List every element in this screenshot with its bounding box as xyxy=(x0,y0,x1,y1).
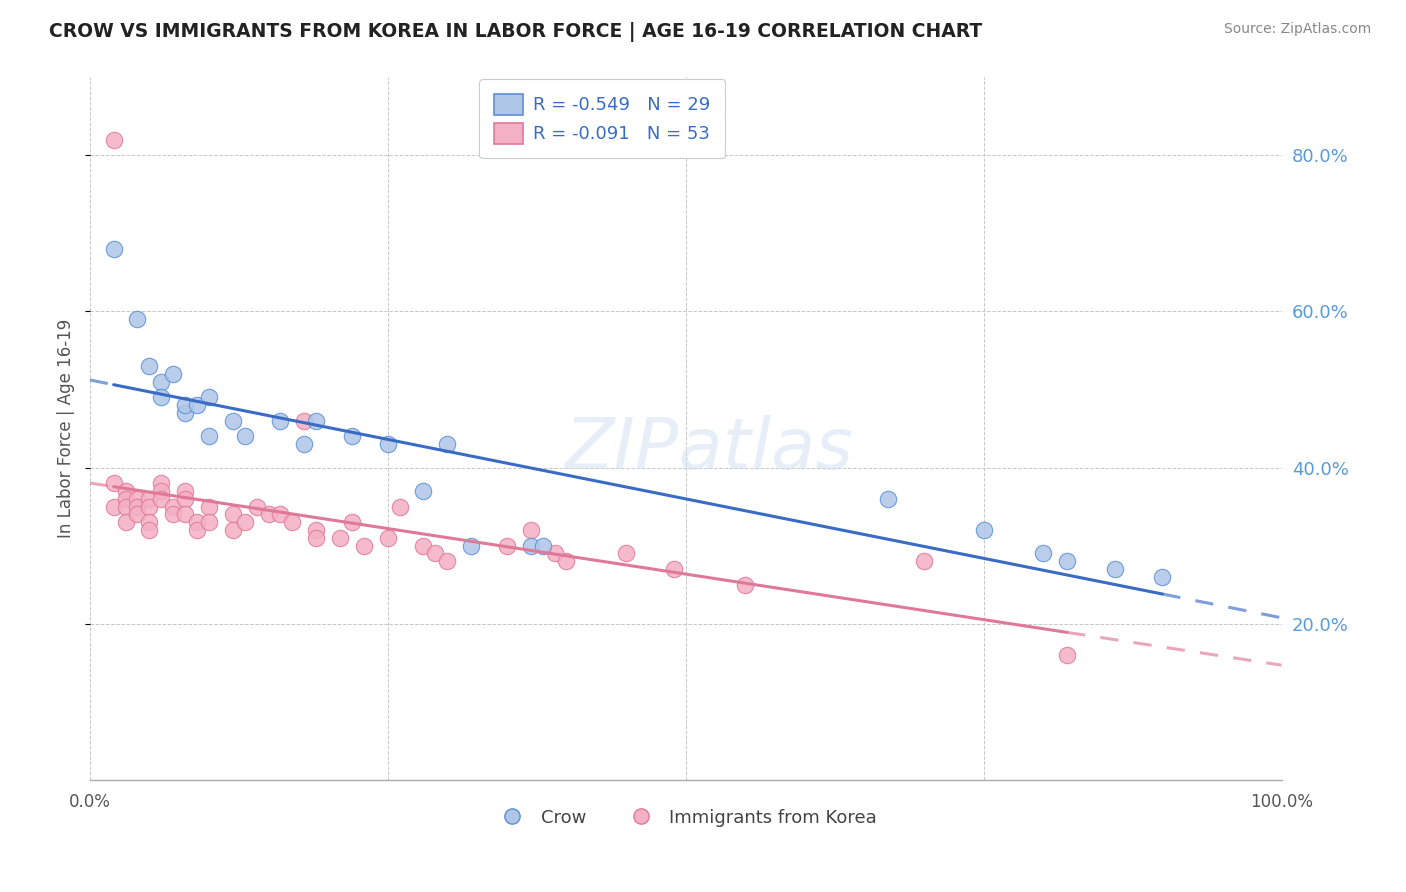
Point xyxy=(388,500,411,514)
Point xyxy=(1056,554,1078,568)
Point xyxy=(127,508,149,522)
Point xyxy=(174,398,197,412)
Point xyxy=(281,515,304,529)
Point xyxy=(269,508,291,522)
Point xyxy=(138,500,160,514)
Point xyxy=(103,476,125,491)
Point xyxy=(162,500,184,514)
Point xyxy=(103,500,125,514)
Point xyxy=(436,554,458,568)
Point xyxy=(198,515,221,529)
Point xyxy=(127,491,149,506)
Point xyxy=(174,508,197,522)
Point xyxy=(1032,546,1054,560)
Y-axis label: In Labor Force | Age 16-19: In Labor Force | Age 16-19 xyxy=(58,319,75,538)
Point xyxy=(543,546,565,560)
Point xyxy=(377,531,399,545)
Point xyxy=(305,531,328,545)
Point xyxy=(162,367,184,381)
Point xyxy=(174,491,197,506)
Point xyxy=(138,523,160,537)
Point xyxy=(973,523,995,537)
Point xyxy=(186,398,208,412)
Point xyxy=(114,483,136,498)
Point xyxy=(150,483,173,498)
Point xyxy=(460,539,482,553)
Point xyxy=(174,406,197,420)
Point xyxy=(138,359,160,373)
Point xyxy=(138,491,160,506)
Point xyxy=(425,546,447,560)
Point xyxy=(377,437,399,451)
Point xyxy=(150,390,173,404)
Point xyxy=(233,515,256,529)
Point xyxy=(114,500,136,514)
Point xyxy=(186,515,208,529)
Point xyxy=(233,429,256,443)
Point xyxy=(222,523,245,537)
Point xyxy=(531,539,554,553)
Point xyxy=(292,437,315,451)
Point xyxy=(1152,570,1174,584)
Point xyxy=(519,523,541,537)
Point xyxy=(198,429,221,443)
Point xyxy=(555,554,578,568)
Point xyxy=(222,414,245,428)
Point xyxy=(103,133,125,147)
Point xyxy=(150,491,173,506)
Point xyxy=(1056,648,1078,662)
Point xyxy=(198,390,221,404)
Point xyxy=(246,500,269,514)
Point xyxy=(222,508,245,522)
Point xyxy=(340,429,363,443)
Point xyxy=(662,562,685,576)
Point xyxy=(519,539,541,553)
Point xyxy=(127,500,149,514)
Point xyxy=(353,539,375,553)
Point xyxy=(174,483,197,498)
Legend: Crow, Immigrants from Korea: Crow, Immigrants from Korea xyxy=(486,801,884,834)
Point xyxy=(198,500,221,514)
Point xyxy=(496,539,519,553)
Point xyxy=(412,483,434,498)
Text: ZIPatlas: ZIPatlas xyxy=(565,415,853,484)
Text: CROW VS IMMIGRANTS FROM KOREA IN LABOR FORCE | AGE 16-19 CORRELATION CHART: CROW VS IMMIGRANTS FROM KOREA IN LABOR F… xyxy=(49,22,983,42)
Point xyxy=(1104,562,1126,576)
Point xyxy=(114,515,136,529)
Point xyxy=(329,531,352,545)
Point xyxy=(305,414,328,428)
Point xyxy=(150,375,173,389)
Point xyxy=(614,546,637,560)
Point xyxy=(150,476,173,491)
Point xyxy=(877,491,900,506)
Point xyxy=(412,539,434,553)
Point xyxy=(340,515,363,529)
Point xyxy=(436,437,458,451)
Text: Source: ZipAtlas.com: Source: ZipAtlas.com xyxy=(1223,22,1371,37)
Point xyxy=(127,312,149,326)
Point xyxy=(292,414,315,428)
Point xyxy=(114,491,136,506)
Point xyxy=(912,554,935,568)
Point xyxy=(103,242,125,256)
Point xyxy=(138,515,160,529)
Point xyxy=(162,508,184,522)
Point xyxy=(269,414,291,428)
Point xyxy=(186,523,208,537)
Point xyxy=(305,523,328,537)
Point xyxy=(734,577,756,591)
Point xyxy=(257,508,280,522)
